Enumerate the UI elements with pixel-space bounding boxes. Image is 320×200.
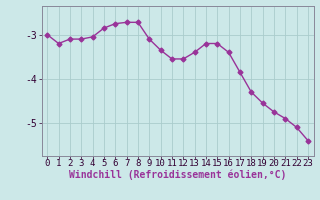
X-axis label: Windchill (Refroidissement éolien,°C): Windchill (Refroidissement éolien,°C): [69, 169, 286, 180]
